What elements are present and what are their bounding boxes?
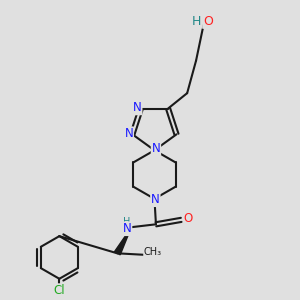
Text: N: N (123, 222, 131, 235)
Text: N: N (151, 193, 160, 206)
Text: CH₃: CH₃ (144, 248, 162, 257)
Text: H: H (191, 15, 201, 28)
Polygon shape (114, 227, 131, 255)
Text: N: N (152, 142, 160, 155)
Text: N: N (133, 101, 142, 114)
Text: O: O (203, 15, 213, 28)
Text: Cl: Cl (53, 284, 65, 297)
Text: O: O (184, 212, 193, 226)
Text: H: H (123, 217, 131, 227)
Text: N: N (124, 127, 133, 140)
